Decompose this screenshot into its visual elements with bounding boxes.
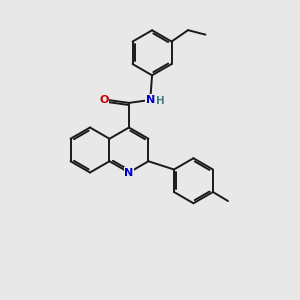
- Text: H: H: [156, 96, 164, 106]
- Text: O: O: [99, 95, 109, 105]
- Text: N: N: [124, 167, 134, 178]
- Text: N: N: [146, 95, 155, 105]
